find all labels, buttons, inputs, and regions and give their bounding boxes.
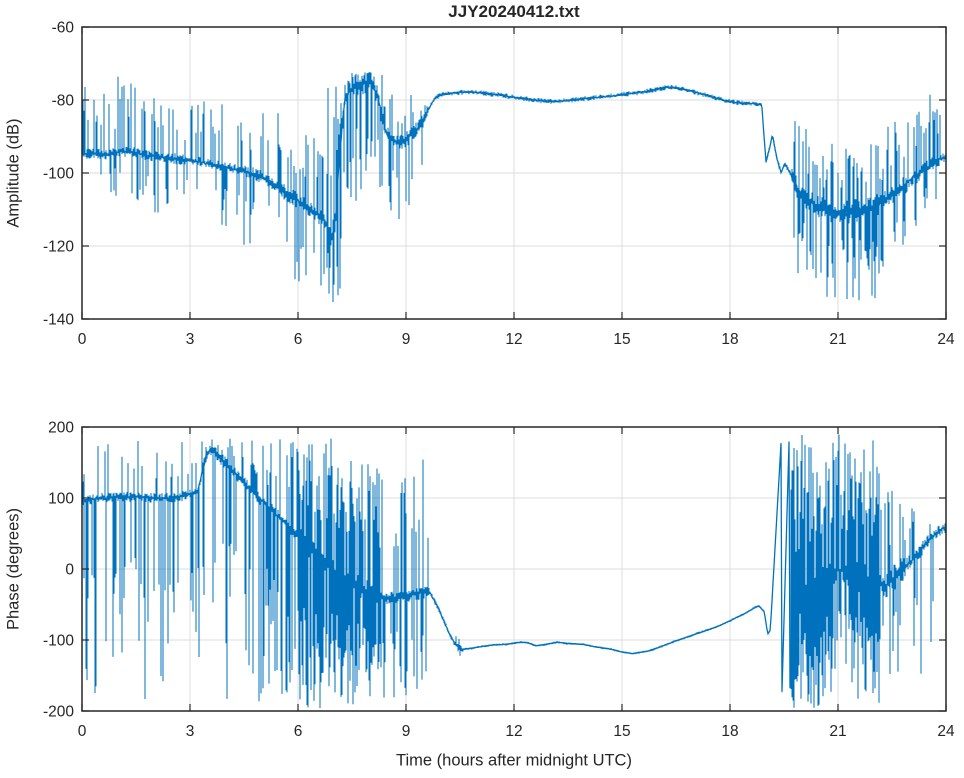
x-tick-label: 3 xyxy=(186,331,195,348)
y-tick-label: -60 xyxy=(52,20,75,37)
x-tick-label: 24 xyxy=(937,331,955,348)
y-tick-label: 200 xyxy=(48,420,74,437)
x-tick-label: 6 xyxy=(294,723,303,740)
y-tick-label: -100 xyxy=(43,166,74,183)
phase-y-axis-label: Phase (degrees) xyxy=(4,508,23,630)
y-tick-label: 100 xyxy=(48,491,74,508)
y-tick-label: -80 xyxy=(52,93,75,110)
x-tick-label: 9 xyxy=(402,723,411,740)
x-tick-label: 0 xyxy=(78,331,87,348)
x-tick-label: 24 xyxy=(937,723,955,740)
x-tick-label: 18 xyxy=(721,723,738,740)
amplitude-series-line xyxy=(82,79,946,238)
y-tick-label: -200 xyxy=(43,704,74,721)
y-tick-label: -120 xyxy=(43,239,74,256)
amplitude-y-axis-label: Amplitude (dB) xyxy=(4,118,23,228)
x-tick-label: 6 xyxy=(294,331,303,348)
x-tick-label: 3 xyxy=(186,723,195,740)
x-tick-label: 21 xyxy=(829,331,846,348)
time-x-axis-label: Time (hours after midnight UTC) xyxy=(396,751,632,770)
y-tick-label: -100 xyxy=(43,633,74,650)
x-tick-label: 15 xyxy=(613,723,630,740)
x-tick-label: 12 xyxy=(505,723,522,740)
figure-title: JJY20240412.txt xyxy=(448,2,580,21)
x-tick-label: 9 xyxy=(402,331,411,348)
x-tick-label: 15 xyxy=(613,331,630,348)
x-tick-label: 18 xyxy=(721,331,738,348)
y-tick-label: -140 xyxy=(43,312,74,329)
phase-series-line xyxy=(82,442,946,692)
x-tick-label: 0 xyxy=(78,723,87,740)
x-tick-label: 21 xyxy=(829,723,846,740)
y-tick-label: 0 xyxy=(65,562,74,579)
x-tick-label: 12 xyxy=(505,331,522,348)
